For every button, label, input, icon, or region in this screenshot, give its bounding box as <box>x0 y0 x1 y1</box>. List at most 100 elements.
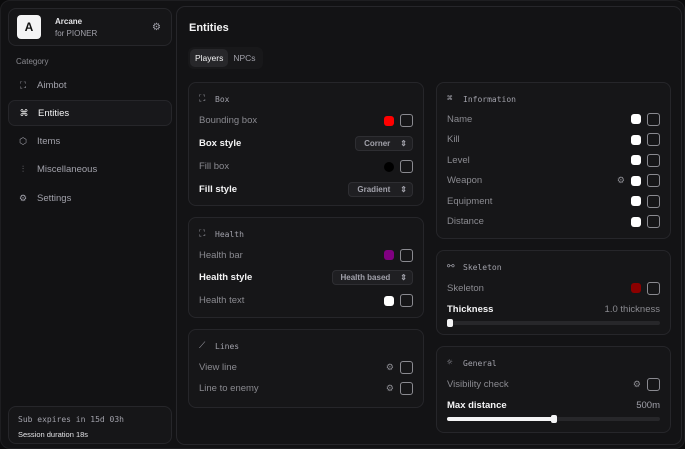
box-frame-icon: ⛶ <box>199 94 206 104</box>
app-subtitle: for PIONER <box>55 29 98 38</box>
checkbox[interactable] <box>400 360 413 374</box>
information-section: ⌘ Information Name Kill Level Weapon ⚙ Equipme… <box>436 82 671 239</box>
row-label: Box style <box>199 138 242 149</box>
sidebar-item-items[interactable]: ⬡ Items <box>8 128 172 154</box>
row-label: Thickness <box>447 303 494 315</box>
checkbox[interactable] <box>647 215 660 229</box>
slider-handle[interactable] <box>446 319 453 327</box>
row-label: Health bar <box>199 249 243 261</box>
info-row-level: Level <box>447 150 660 171</box>
health-text-row: Health text <box>199 289 413 312</box>
sidebar-item-settings[interactable]: ⚙ Settings <box>8 185 172 211</box>
row-label: Distance <box>447 216 484 228</box>
skeleton-section: ⚯ Skeleton Skeleton Thickness 1.0 thicknes… <box>436 250 671 335</box>
checkbox[interactable] <box>400 294 413 307</box>
sidebar-item-label: Entities <box>38 107 70 119</box>
category-label: Category <box>16 57 49 66</box>
sidebar-item-label: Miscellaneous <box>37 163 98 175</box>
row-label: Fill style <box>199 184 238 195</box>
app-title: Arcane <box>55 17 83 26</box>
line-to-enemy-row: Line to enemy ⚙ <box>199 378 413 399</box>
tab-players[interactable]: Players <box>190 49 229 67</box>
gear-icon: ⚙ <box>18 192 28 203</box>
section-title: Lines <box>215 341 240 351</box>
thickness-slider[interactable] <box>446 319 660 327</box>
checkbox[interactable] <box>400 114 413 127</box>
app-logo: A <box>17 15 41 39</box>
color-swatch[interactable] <box>384 115 394 126</box>
checkbox[interactable] <box>647 112 660 126</box>
color-swatch[interactable] <box>631 155 641 166</box>
color-swatch[interactable] <box>631 216 641 227</box>
row-label: Health style <box>199 272 253 283</box>
max-distance-slider[interactable] <box>447 415 660 423</box>
checkbox[interactable] <box>647 153 660 167</box>
entity-tabs: Players NPCs <box>188 47 263 69</box>
section-title: Information <box>463 94 516 104</box>
row-label: Kill <box>447 134 460 146</box>
info-row-equipment: Equipment <box>447 191 660 212</box>
color-swatch[interactable] <box>384 295 394 306</box>
color-swatch[interactable] <box>384 250 394 260</box>
crosshair-icon: ⛶ <box>19 79 27 90</box>
sliders-icon: ⫶ <box>21 163 25 174</box>
checkbox[interactable] <box>647 133 660 147</box>
checkbox[interactable] <box>400 248 413 262</box>
bone-icon: ⚯ <box>447 262 455 272</box>
scan-face-icon: ⌘ <box>447 94 453 104</box>
health-section: ⛶ Health Health bar Health style Health ba… <box>188 217 424 318</box>
thickness-value: 1.0 thickness <box>604 303 660 315</box>
skeleton-row: Skeleton <box>447 277 660 299</box>
checkbox[interactable] <box>647 194 660 208</box>
health-style-select[interactable]: Health based ⇕ <box>331 270 413 285</box>
fill-box-row: Fill box <box>199 155 413 178</box>
row-label: Weapon <box>447 175 483 187</box>
tab-npcs[interactable]: NPCs <box>233 53 256 63</box>
box-style-select[interactable]: Corner ⇕ <box>355 136 413 151</box>
box-style-row: Box style Corner ⇕ <box>199 132 413 155</box>
view-line-row: View line ⚙ <box>199 356 413 378</box>
slider-handle[interactable] <box>550 415 557 423</box>
checkbox[interactable] <box>400 382 413 395</box>
checkbox[interactable] <box>647 377 660 391</box>
row-label: Level <box>447 154 470 166</box>
gear-icon[interactable]: ⚙ <box>632 378 641 389</box>
color-swatch[interactable] <box>631 283 641 293</box>
chevron-updown-icon: ⇕ <box>400 185 407 194</box>
checkbox[interactable] <box>400 160 413 173</box>
info-row-distance: Distance <box>447 212 660 233</box>
general-section: ☼ General Visibility check ⚙ Max distance 5… <box>436 346 671 433</box>
gear-icon[interactable]: ⚙ <box>385 361 394 372</box>
color-swatch[interactable] <box>631 134 641 145</box>
fill-style-select[interactable]: Gradient ⇕ <box>348 182 413 197</box>
sidebar-item-aimbot[interactable]: ⛶ Aimbot <box>8 72 172 98</box>
select-value: Corner <box>364 139 391 148</box>
scan-face-icon: ⌘ <box>19 107 29 118</box>
box-frame-icon: ⛶ <box>199 229 206 239</box>
select-value: Health based <box>340 273 391 282</box>
subscription-expiry: Sub expires in 15d 03h <box>18 415 124 424</box>
checkbox[interactable] <box>647 281 660 295</box>
color-swatch[interactable] <box>631 175 641 186</box>
chevron-updown-icon: ⇕ <box>400 139 407 148</box>
row-label: Line to enemy <box>199 383 259 394</box>
page-title: Entities <box>189 22 229 34</box>
gear-icon[interactable]: ⚙ <box>385 383 394 393</box>
select-value: Gradient <box>357 185 391 194</box>
color-swatch[interactable] <box>631 114 641 125</box>
sidebar-item-miscellaneous[interactable]: ⫶ Miscellaneous <box>8 156 172 182</box>
checkbox[interactable] <box>647 174 660 188</box>
row-label: Bounding box <box>199 115 258 126</box>
session-duration: Session duration 18s <box>18 430 89 439</box>
sidebar-item-label: Settings <box>37 192 72 204</box>
section-title: General <box>463 358 497 368</box>
row-label: Health text <box>199 295 245 306</box>
color-swatch[interactable] <box>631 196 641 207</box>
color-swatch[interactable] <box>384 161 394 172</box>
row-label: View line <box>199 361 237 373</box>
sidebar-item-entities[interactable]: ⌘ Entities <box>8 100 172 126</box>
max-distance-row: Max distance 500m <box>447 395 660 415</box>
gear-icon[interactable]: ⚙ <box>152 22 161 33</box>
gear-icon[interactable]: ⚙ <box>616 175 625 186</box>
